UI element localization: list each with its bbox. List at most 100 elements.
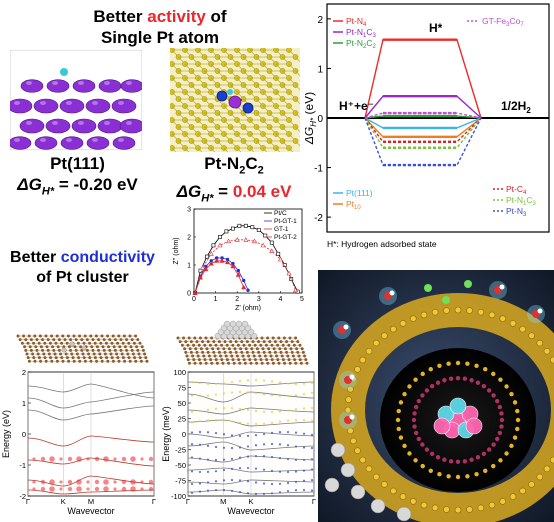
sheet-atom: [199, 347, 203, 351]
band-weight-dot: [40, 479, 46, 485]
cluster-atom: [229, 320, 237, 328]
ring-atom: [491, 393, 496, 398]
band-weight-dot: [190, 456, 194, 459]
nyquist-point: [277, 256, 283, 262]
band-weight-dot: [262, 468, 266, 471]
nyquist-point: [225, 257, 230, 262]
band-weight-dot: [94, 479, 100, 485]
band-weight-dot: [190, 482, 194, 486]
c-bond: [197, 147, 203, 152]
band-weight-dot: [230, 457, 234, 460]
pt-atom-highlight: [78, 121, 84, 125]
nyquist-ytick-label: 3: [187, 207, 191, 214]
tube-atom: [499, 315, 507, 322]
band-line: [27, 489, 155, 495]
band-weight-dot: [214, 458, 218, 462]
band-weight-dot: [86, 480, 90, 484]
nyquist-point: [214, 256, 219, 260]
band-weight-dot: [230, 381, 234, 384]
ring-atom: [498, 377, 503, 382]
band-weight-dot: [198, 443, 202, 446]
sheet-atom: [304, 358, 308, 362]
ring-atom: [498, 458, 503, 463]
band-weight-dot: [198, 394, 202, 398]
sheet-atom: [245, 340, 249, 344]
band-weight-dot: [294, 382, 298, 386]
tube-atom: [372, 339, 380, 347]
band-weight-dot: [222, 392, 226, 395]
pt-atom: [10, 136, 32, 150]
band-weight-dot: [148, 456, 154, 462]
tube-atom: [543, 465, 551, 473]
tube-atom: [381, 332, 388, 339]
pt-atom-highlight: [126, 121, 132, 125]
band-weight-dot: [294, 408, 298, 411]
nyquist-point: [235, 272, 241, 277]
band-ytick-label: 0: [182, 430, 186, 439]
band-weight-dot: [140, 487, 144, 491]
conductivity-title-emph: conductivity: [60, 249, 155, 266]
band-weight-dot: [270, 394, 274, 397]
sheet-atom: [271, 361, 275, 365]
nyquist-point: [260, 242, 266, 248]
band-weight-dot: [214, 470, 218, 473]
sheet-atom: [217, 350, 221, 354]
band-weight-dot: [230, 489, 234, 493]
sheet-atom: [217, 340, 221, 344]
legend-entry: GT-Fe3Co7: [482, 16, 524, 28]
sheet-atom: [197, 343, 201, 347]
band-weight-dot: [270, 455, 274, 459]
band-weight-dot: [190, 491, 194, 494]
band-line: [27, 383, 155, 399]
nyquist-xtick-label: 0: [192, 296, 196, 303]
band-weight-dot: [198, 470, 202, 474]
band-weight-dot: [94, 456, 100, 462]
energy-y-label: ΔGH* (eV): [305, 92, 318, 145]
tube-atom: [466, 506, 473, 513]
ring-atom: [413, 430, 419, 436]
ring-atom: [407, 384, 412, 389]
pt-atom-highlight: [52, 81, 58, 85]
ring-atom: [497, 430, 503, 436]
sheet-atom: [145, 359, 149, 363]
activity-title-line2: Single Pt atom: [100, 28, 220, 47]
pt111-structure: [10, 50, 142, 150]
band-ytick-label: -25: [175, 446, 186, 455]
band-weight-dot: [302, 488, 306, 492]
tube-atom: [454, 506, 462, 514]
nyquist-plot: 0 1 2 3 4 5 0 1 2 3 Z' (ohm) Z'' (ohm) Pt/CPt-GT-1G…: [173, 207, 304, 313]
band-ytick-label: -100: [171, 492, 186, 501]
band-weight-dot: [230, 406, 234, 410]
nyquist-point: [230, 263, 236, 269]
band-weight-dot: [206, 394, 210, 397]
c-bond: [262, 147, 268, 152]
band-xtick-label: Γ: [312, 497, 316, 506]
legend-entry: Pt-N1C3: [506, 195, 536, 207]
band-weight-dot: [246, 422, 250, 425]
band-weight-dot: [230, 434, 234, 437]
sheet-atom: [134, 334, 138, 338]
band-weight-dot: [238, 479, 242, 482]
band-ytick-label: -1: [19, 461, 26, 470]
state-top-label: H*: [429, 21, 443, 35]
sheet-atom: [140, 345, 144, 349]
ptn2c2-name-sub2: 2: [257, 164, 264, 177]
nanotube-render: [318, 270, 554, 522]
ring-atom: [442, 457, 447, 462]
nyquist-xtick-label: 3: [257, 296, 261, 303]
band-weight-dot: [278, 394, 282, 398]
band-line: [27, 405, 155, 421]
sheet-atom: [189, 350, 193, 354]
tube-atom: [372, 473, 380, 481]
energy-ytick-label: -2: [314, 213, 323, 224]
band-weight-dot: [76, 486, 82, 492]
band-weight-dot: [40, 486, 46, 492]
nyquist-point: [250, 225, 255, 230]
ring-atom: [515, 426, 520, 432]
nyquist-point: [293, 287, 299, 293]
sheet-atom: [283, 347, 287, 351]
sheet-atom: [298, 343, 302, 347]
band-weight-dot: [121, 486, 127, 492]
legend-entry: Pt-N1C3: [346, 27, 376, 39]
band-weight-dot: [294, 445, 298, 448]
